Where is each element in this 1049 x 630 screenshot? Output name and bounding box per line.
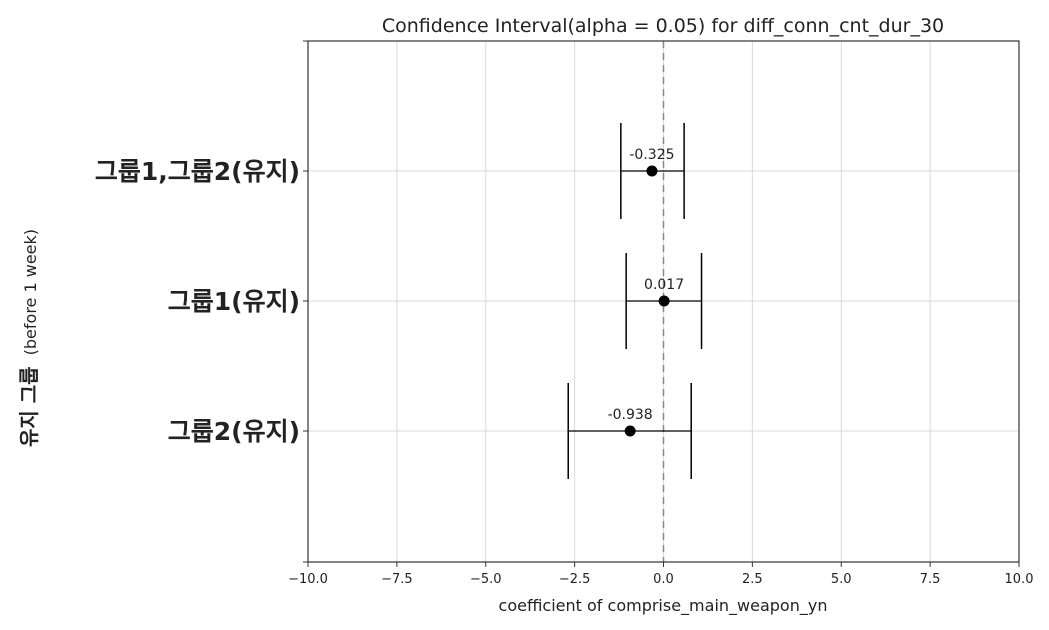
x-tick-label: −5.0 — [470, 572, 502, 587]
data-label: -0.938 — [608, 407, 653, 423]
x-tick-label: 2.5 — [742, 572, 763, 587]
x-axis-label: coefficient of comprise_main_weapon_yn — [499, 596, 828, 616]
chart-title: Confidence Interval(alpha = 0.05) for di… — [382, 15, 944, 37]
x-tick-label: −7.5 — [381, 572, 413, 587]
series-layer: -0.325 0.017 -0.938 — [567, 123, 703, 479]
y-ticks: 그룹1,그룹2(유지) 그룹1(유지) 그룹2(유지) — [95, 40, 308, 563]
estimate-point — [658, 295, 670, 307]
x-tick-label: 5.0 — [831, 572, 852, 587]
y-axis-label-main: 유지 그룹 — [17, 366, 41, 447]
estimate-point — [646, 165, 658, 177]
estimate-point — [624, 425, 636, 437]
y-tick-label: 그룹1,그룹2(유지) — [95, 157, 300, 186]
x-tick-label: 10.0 — [1005, 572, 1034, 587]
x-tick-label: −10.0 — [288, 572, 328, 587]
y-tick-label: 그룹2(유지) — [168, 417, 300, 446]
data-label: -0.325 — [629, 147, 674, 163]
x-tick-label: 7.5 — [920, 572, 941, 587]
x-ticks: −10.0 −7.5 −5.0 −2.5 0.0 2.5 5.0 7.5 10.0 — [288, 562, 1033, 587]
data-label: 0.017 — [644, 277, 684, 293]
y-axis-label: 유지 그룹 (before 1 week) — [17, 229, 41, 447]
x-tick-label: 0.0 — [653, 572, 674, 587]
x-tick-label: −2.5 — [559, 572, 591, 587]
y-axis-label-sub: (before 1 week) — [21, 229, 40, 355]
y-tick-label: 그룹1(유지) — [168, 287, 300, 316]
